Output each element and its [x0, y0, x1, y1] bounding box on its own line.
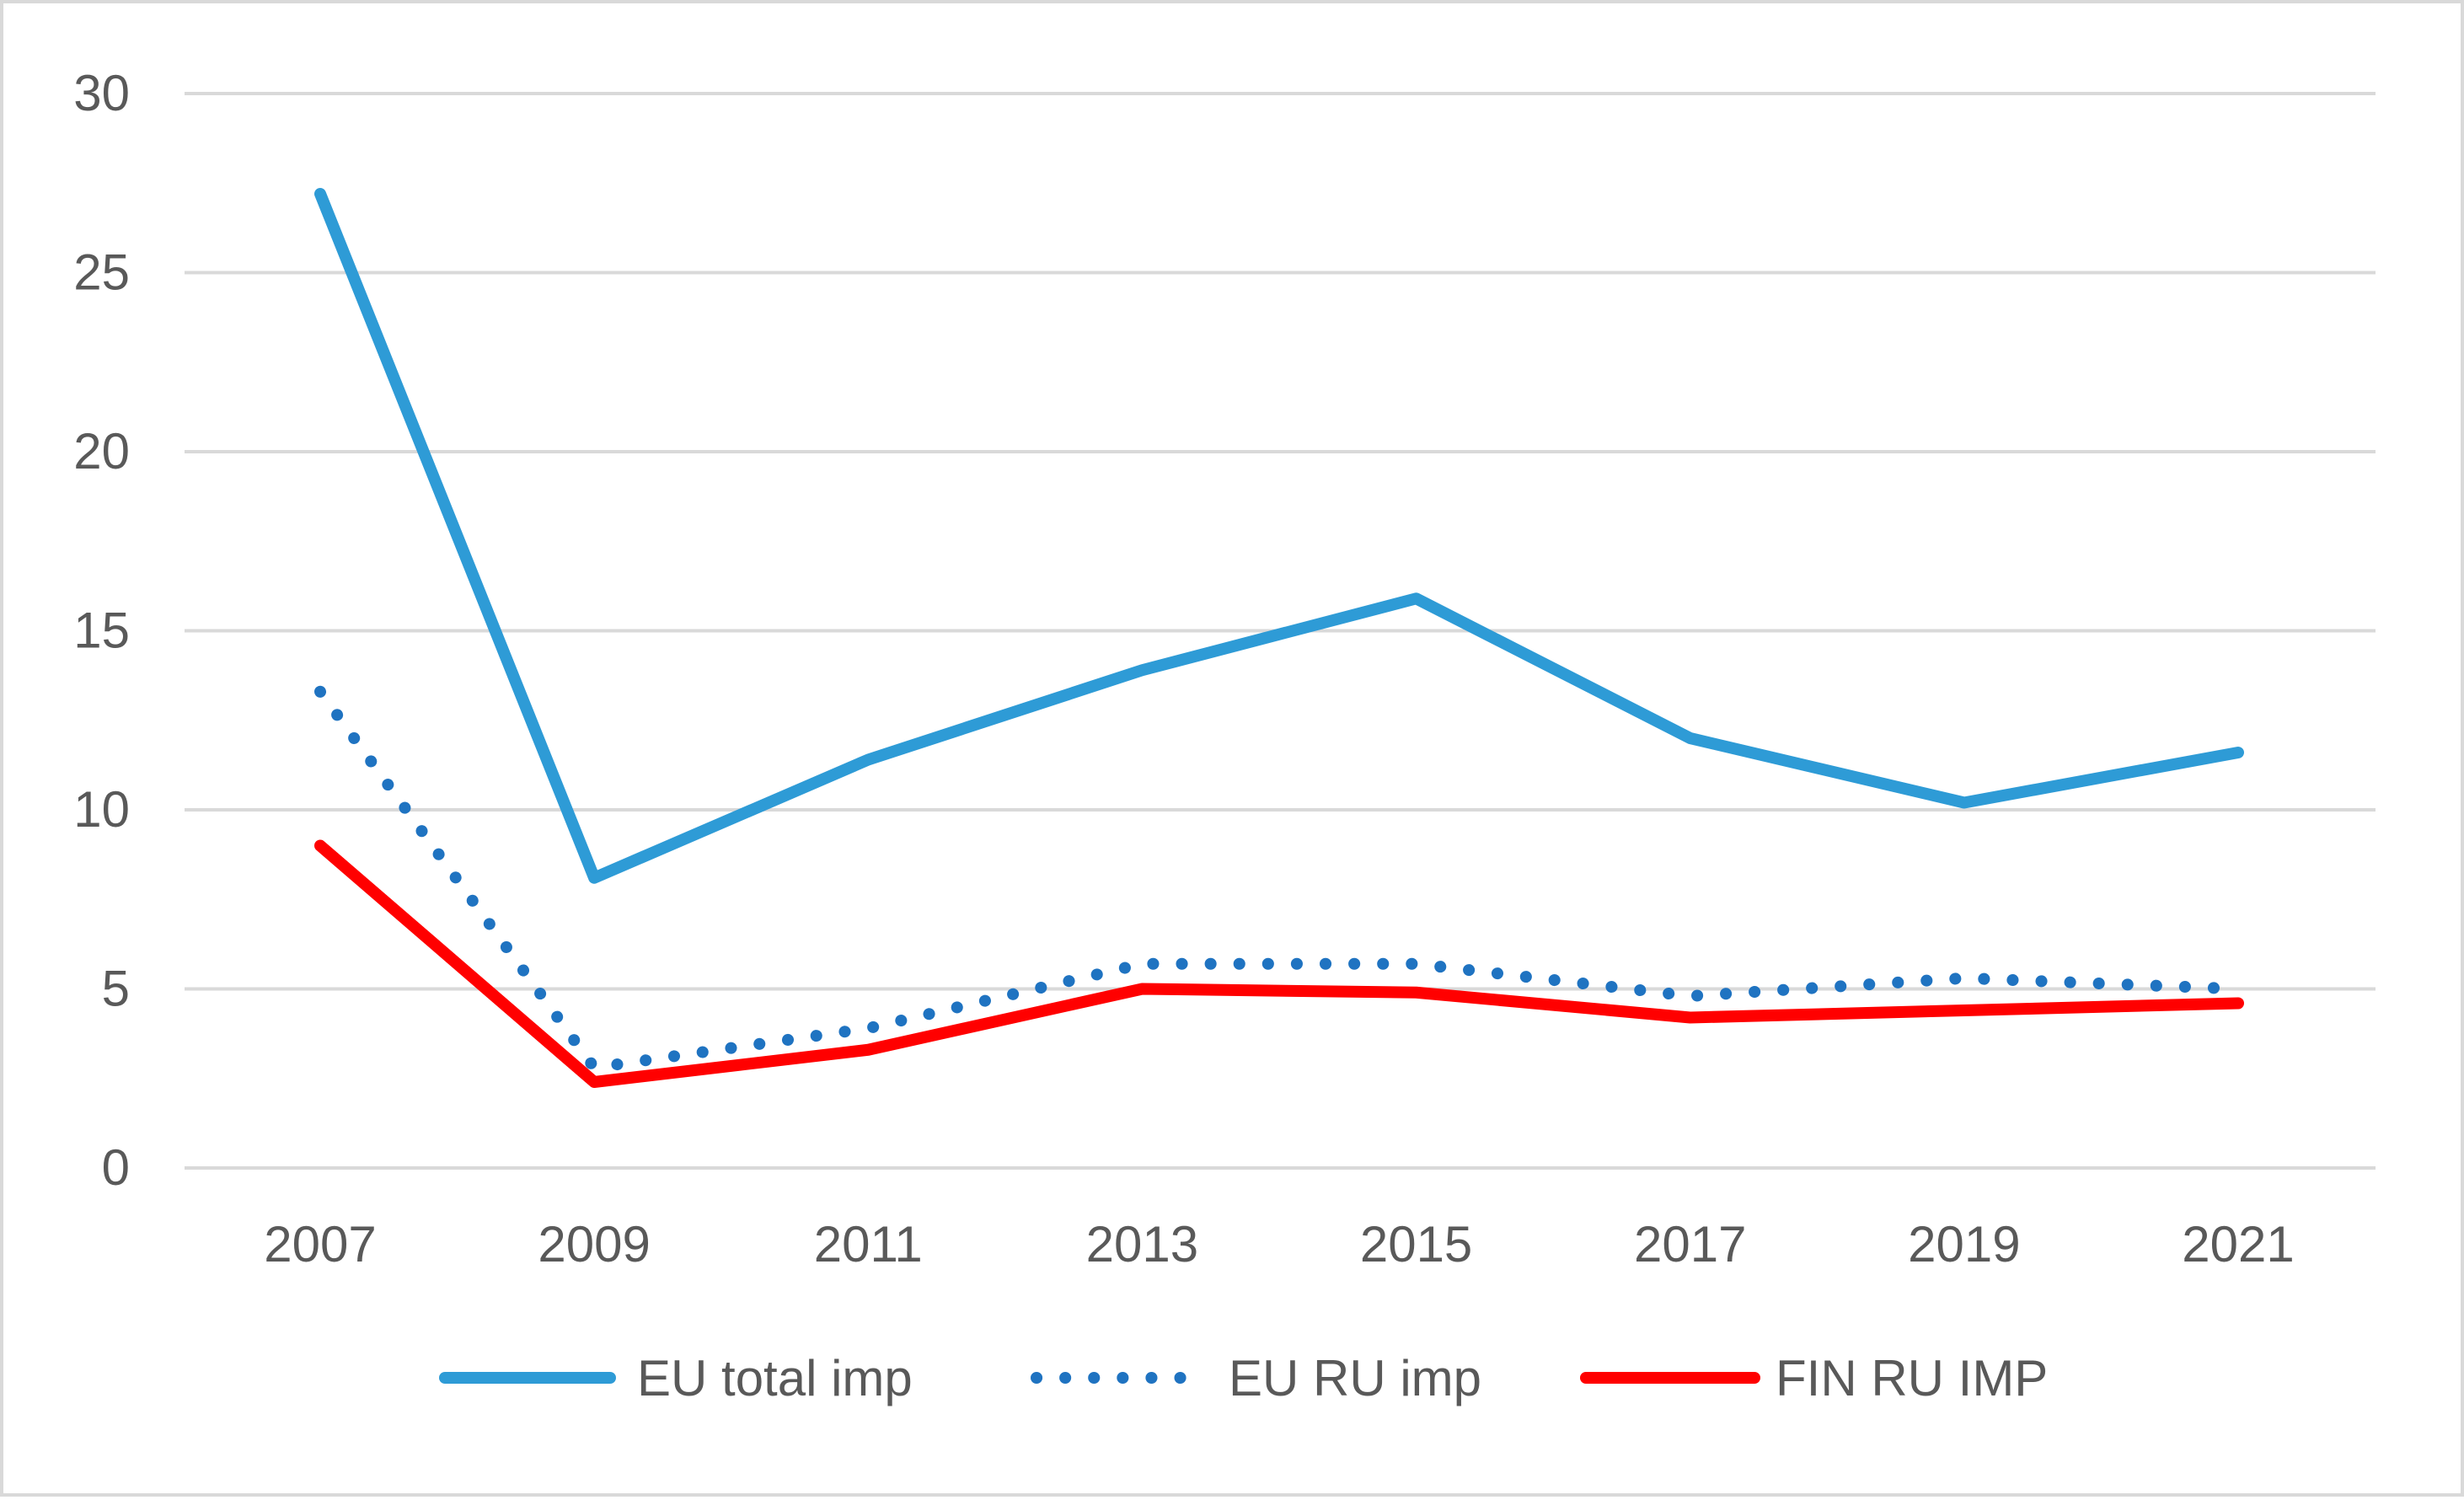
- series-lines: [314, 188, 2244, 1088]
- legend-label: EU RU imp: [1229, 1350, 1481, 1406]
- x-tick-label: 2011: [814, 1216, 923, 1272]
- legend-label: FIN RU IMP: [1776, 1350, 2048, 1406]
- gridlines: [185, 92, 2376, 1170]
- series-line-eu-total-imp: [314, 188, 2244, 884]
- x-axis-ticks: 2007 2009 2011 2013 2015 2017 2019 2021: [264, 1216, 2294, 1272]
- y-tick-label: 20: [73, 423, 130, 479]
- series-line-eu-ru-imp: [314, 685, 2244, 1074]
- line-chart: 0 5 10 15 20 25 30 2007 2009 2011 2013 2015 2017 201…: [73, 65, 2376, 1406]
- x-tick-label: 2009: [538, 1216, 650, 1272]
- y-tick-label: 10: [73, 781, 130, 838]
- legend: EU total imp EU RU imp FIN RU IMP: [439, 1350, 2048, 1406]
- y-tick-label: 5: [102, 961, 130, 1017]
- y-axis-ticks: 0 5 10 15 20 25 30: [73, 65, 130, 1196]
- x-tick-label: 2021: [2182, 1216, 2294, 1272]
- x-tick-label: 2017: [1634, 1216, 1746, 1272]
- x-tick-label: 2013: [1086, 1216, 1198, 1272]
- x-tick-label: 2015: [1360, 1216, 1472, 1272]
- legend-label: EU total imp: [637, 1350, 913, 1406]
- y-tick-label: 30: [73, 65, 130, 121]
- x-tick-label: 2019: [1908, 1216, 2020, 1272]
- x-tick-label: 2007: [264, 1216, 376, 1272]
- y-tick-label: 25: [73, 244, 130, 301]
- y-tick-label: 0: [102, 1139, 130, 1196]
- y-tick-label: 15: [73, 603, 130, 659]
- series-line-fin-ru-imp: [314, 839, 2244, 1088]
